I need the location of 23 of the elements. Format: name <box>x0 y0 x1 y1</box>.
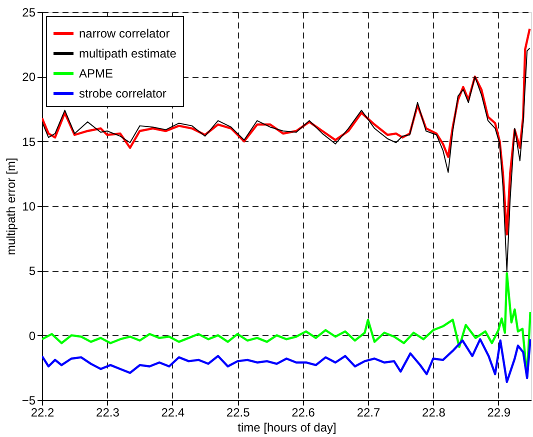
y-tick-label: 15 <box>22 134 36 149</box>
x-axis-title: time [hours of day] <box>238 420 336 434</box>
legend-label: multipath estimate <box>79 46 177 60</box>
y-tick-label: 25 <box>22 6 36 20</box>
x-tick-label: 22.2 <box>30 406 54 420</box>
x-tick-label: 22.4 <box>161 406 185 420</box>
x-tick-label: 22.5 <box>226 406 250 420</box>
x-tick-label: 22.7 <box>356 406 380 420</box>
x-tick-label: 22.8 <box>422 406 446 420</box>
line-series <box>42 28 531 236</box>
x-tick-label: 22.6 <box>292 406 316 420</box>
x-tick-label: 22.9 <box>487 406 511 420</box>
legend-label: APME <box>79 66 114 80</box>
x-tick-label: 22.3 <box>96 406 120 420</box>
y-tick-label: 0 <box>28 328 36 343</box>
y-tick-label: 20 <box>22 70 36 84</box>
line-series <box>42 338 531 383</box>
y-tick-label: 5 <box>28 264 36 278</box>
legend-label: strobe correlator <box>79 86 166 100</box>
y-axis-title: multipath error [m] <box>4 158 18 256</box>
legend-label: narrow correlator <box>79 26 170 40</box>
y-tick-label: −5 <box>22 394 36 408</box>
y-tick-label: 10 <box>22 200 36 214</box>
